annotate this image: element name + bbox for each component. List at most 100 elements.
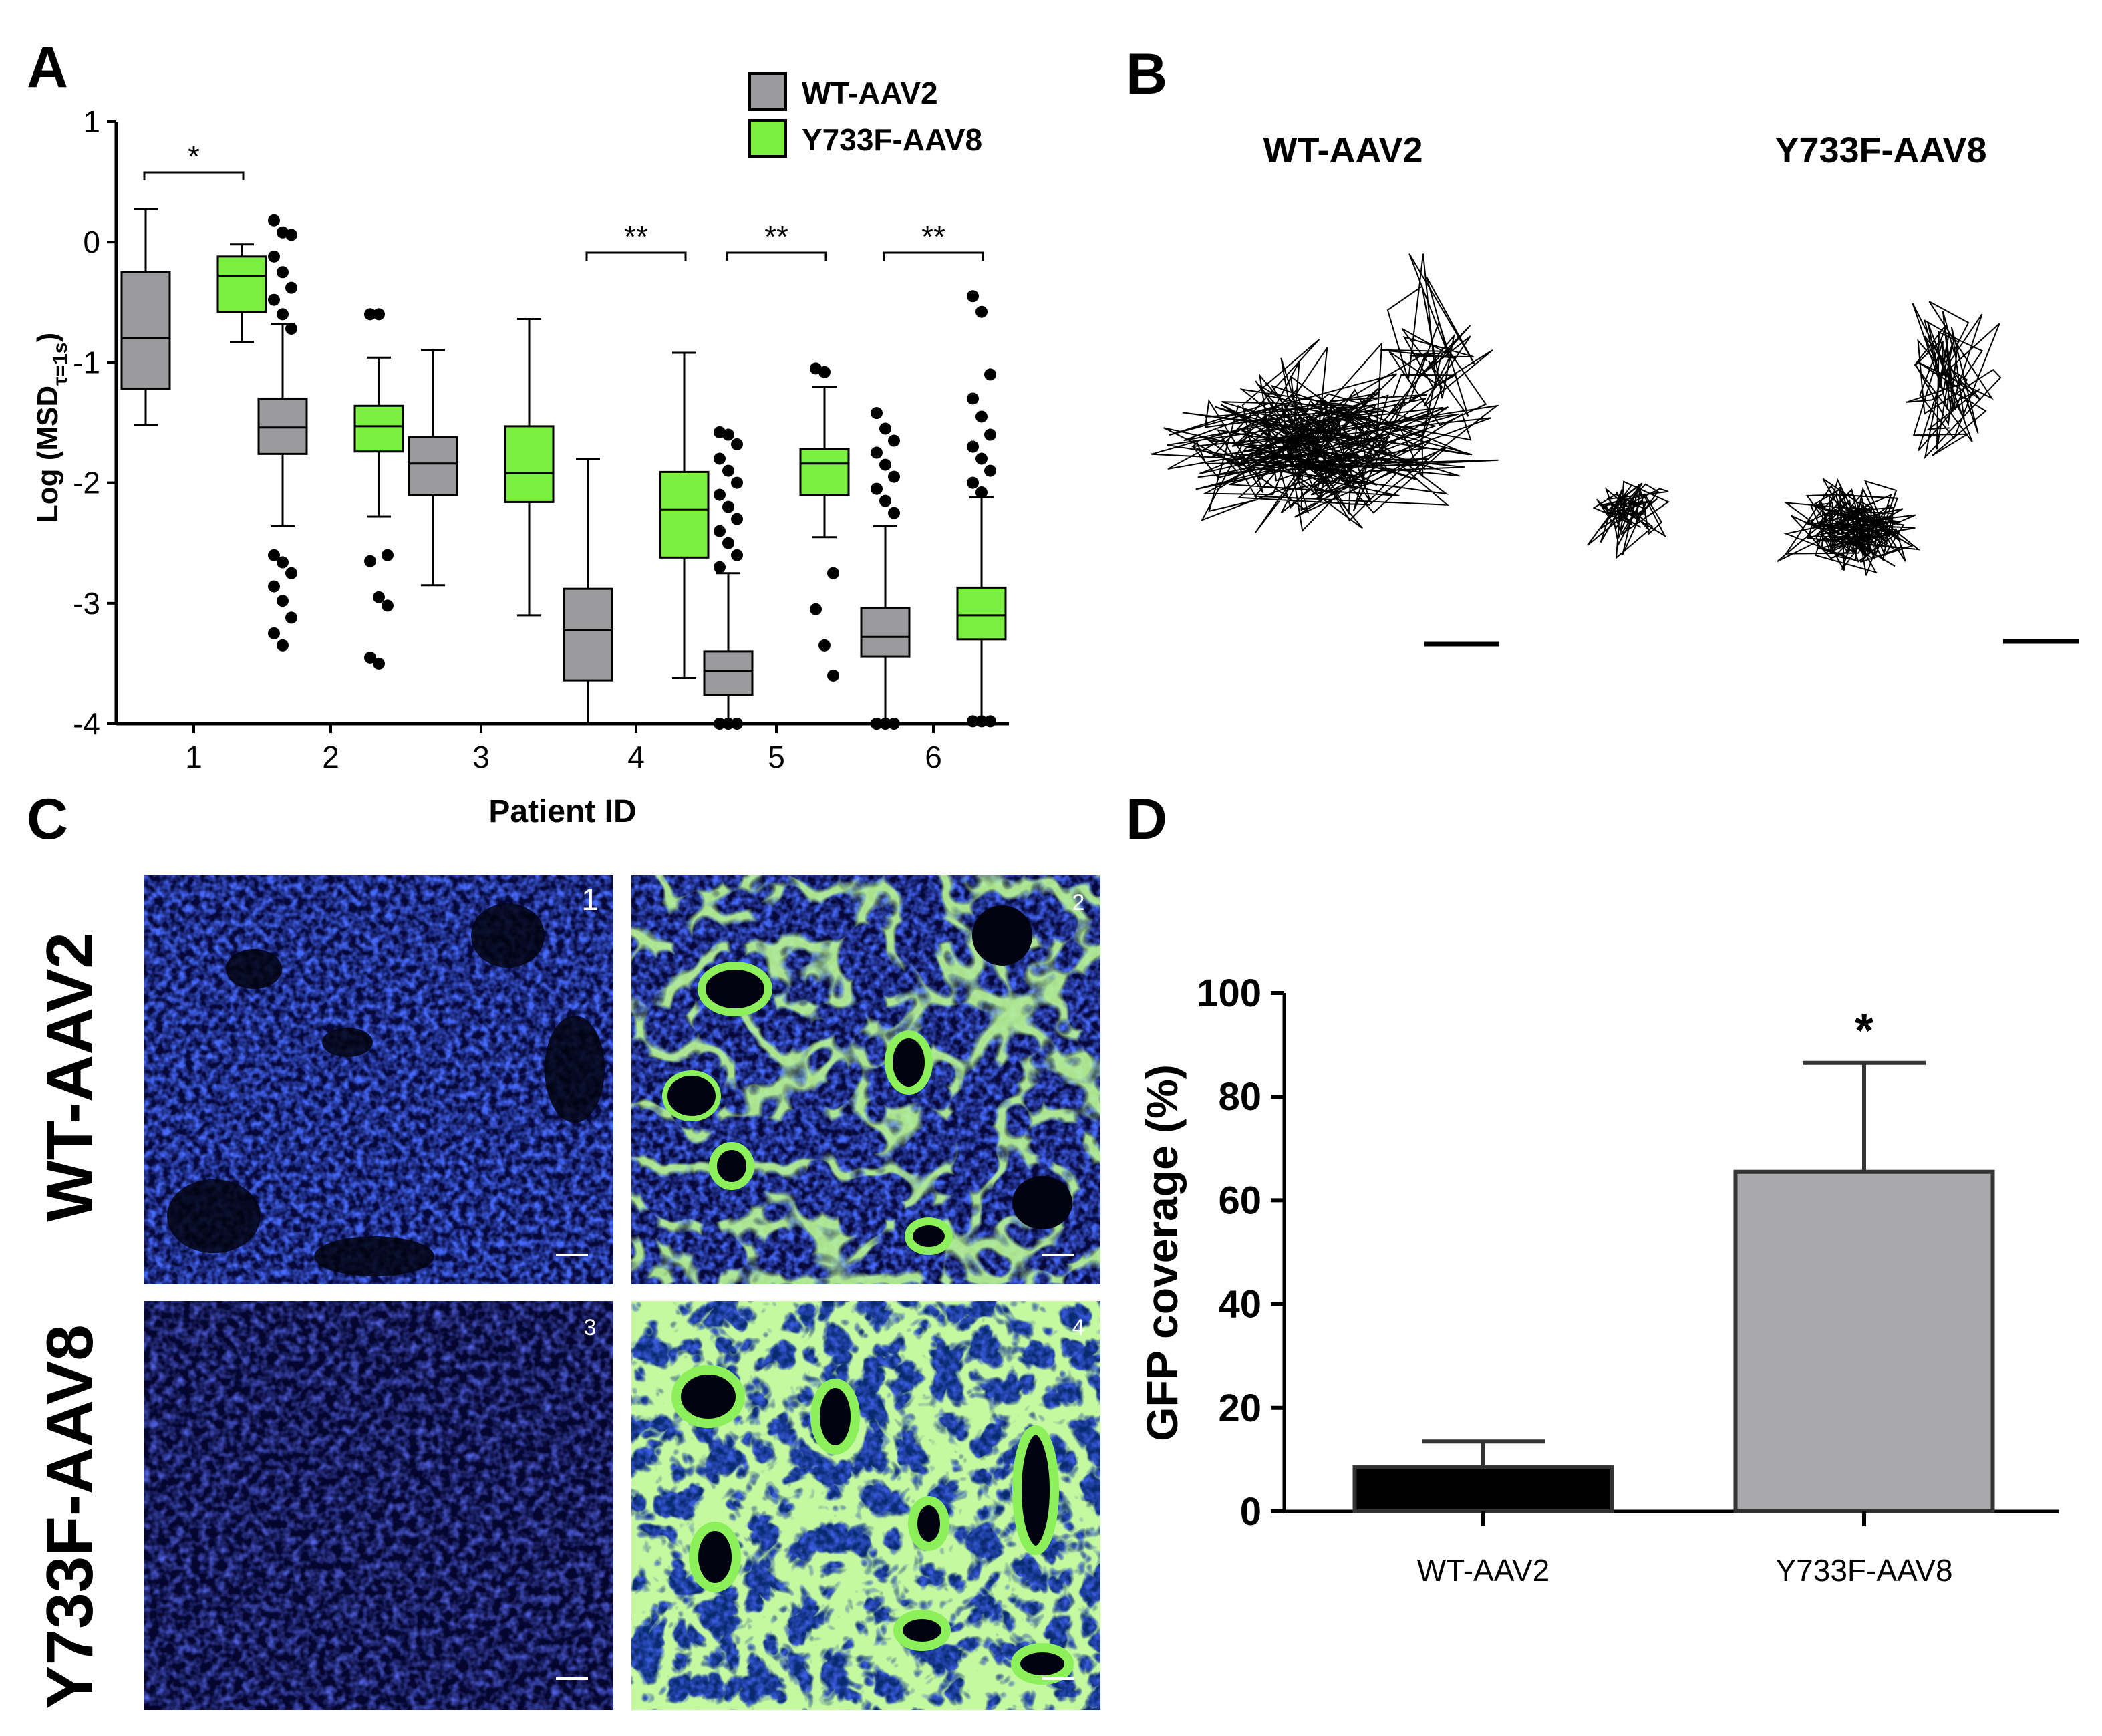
box-body	[563, 587, 613, 682]
outlier-point	[285, 567, 297, 579]
box-y733f-1	[216, 243, 267, 343]
bar-y733f	[1733, 1169, 1995, 1513]
y-axis-label-close: )	[31, 333, 64, 343]
outlier-point	[818, 639, 831, 652]
panel-label-b: B	[1126, 42, 1167, 106]
box-y733f-3	[504, 318, 555, 617]
box-body	[216, 255, 267, 313]
outlier-point	[268, 627, 280, 639]
box-body	[120, 271, 171, 390]
box-body	[257, 397, 308, 455]
outlier-point	[268, 293, 280, 306]
box-wt-5	[703, 426, 754, 730]
outlier-point	[268, 549, 280, 561]
y-tick-label: 60	[1218, 1179, 1261, 1222]
trajectory-path	[1777, 478, 1921, 576]
trajectory-path	[1586, 480, 1670, 560]
box-body	[703, 650, 754, 696]
outlier-point	[871, 718, 883, 730]
significance-marker: **	[764, 219, 788, 254]
legend-label-y733f: Y733F-AAV8	[802, 122, 982, 157]
x-tick-label: 1	[185, 740, 202, 774]
micrograph-2: 2	[631, 875, 1100, 1284]
outlier-point	[967, 476, 979, 489]
outlier-point	[879, 718, 891, 730]
micrograph-4: 4	[631, 1301, 1100, 1710]
outlier-point	[731, 438, 743, 450]
significance-marker: **	[921, 219, 945, 254]
box-body	[659, 470, 710, 559]
outlier-point	[714, 488, 726, 501]
outlier-point	[888, 434, 900, 447]
outlier-point	[888, 718, 900, 730]
outlier-point	[818, 366, 831, 378]
significance-bracket	[143, 171, 245, 180]
x-tick-label: 6	[925, 740, 942, 774]
micrograph-1: 1	[144, 875, 613, 1284]
outlier-point	[984, 368, 996, 381]
micrograph-3: 3	[144, 1301, 613, 1710]
outlier-point	[967, 290, 979, 303]
box-wt-4	[563, 458, 613, 725]
outlier-point	[975, 715, 988, 728]
significance-bracket	[585, 251, 687, 261]
outlier-point	[888, 507, 900, 519]
legend-swatch-y733f	[748, 119, 787, 158]
trajectory-path	[1906, 301, 2002, 460]
box-body	[956, 586, 1007, 641]
y-tick-label: 0	[1240, 1490, 1261, 1534]
outlier-point	[714, 452, 726, 465]
trajectory-panel: WT-AAV2 Y733F-AAV8	[1151, 130, 2079, 647]
outlier-point	[967, 440, 979, 453]
legend-swatch-wt	[748, 72, 787, 111]
box-body	[504, 425, 555, 503]
outlier-point	[364, 651, 376, 664]
outlier-point	[879, 458, 891, 471]
y-tick-label: 1	[83, 104, 100, 139]
y-axis-label: GFP coverage (%)	[1137, 1064, 1187, 1441]
outlier-point	[975, 486, 988, 499]
outlier-point	[714, 561, 726, 573]
outlier-point	[827, 669, 839, 682]
y-axis-label-main: Log (MSD	[31, 386, 64, 523]
significance-bracket	[883, 251, 984, 261]
row-label-wt: WT-AAV2	[33, 932, 106, 1222]
trajectory-y733f	[1586, 301, 2002, 576]
trajectory-wt	[1151, 253, 1499, 533]
x-tick-label: 4	[627, 740, 645, 774]
outlier-point	[285, 229, 297, 241]
y-tick-label: -3	[73, 586, 100, 621]
outlier-point	[975, 452, 988, 465]
outlier-point	[975, 410, 988, 423]
significance-marker: **	[624, 219, 648, 254]
x-axis-label: Patient ID	[488, 794, 636, 829]
bar-chart: 100 80 60 40 20 0 * WT-AAV2 Y733F-AAV8 GFP cov…	[1137, 972, 2059, 1588]
x-tick-label: 5	[768, 740, 785, 774]
outlier-point	[871, 482, 883, 495]
significance-bracket	[726, 251, 827, 261]
outlier-point	[382, 549, 394, 561]
microscopy-panel: WT-AAV2 Y733F-AAV8 1	[33, 875, 1100, 1710]
outlier-point	[364, 308, 376, 321]
outlier-point	[268, 580, 280, 593]
box-y733f-4	[659, 351, 710, 680]
legend: WT-AAV2 Y733F-AAV8	[748, 72, 982, 158]
x-tick-label: Y733F-AAV8	[1775, 1553, 1952, 1588]
x-tick-label: WT-AAV2	[1417, 1553, 1550, 1588]
outlier-point	[268, 250, 280, 263]
outlier-point	[722, 537, 734, 549]
box-body	[353, 404, 404, 453]
y-tick-label: 0	[83, 225, 100, 259]
panel-label-d: D	[1126, 787, 1167, 851]
box-body	[408, 436, 458, 496]
bar-wt	[1352, 1465, 1614, 1514]
box-body	[860, 607, 911, 658]
x-tick-label: 3	[472, 740, 490, 774]
outlier-point	[967, 392, 979, 405]
panel-label-a: A	[27, 35, 68, 100]
panel-label-c: C	[27, 787, 68, 851]
outlier-point	[879, 422, 891, 435]
outlier-point	[285, 281, 297, 294]
outlier-point	[984, 428, 996, 441]
